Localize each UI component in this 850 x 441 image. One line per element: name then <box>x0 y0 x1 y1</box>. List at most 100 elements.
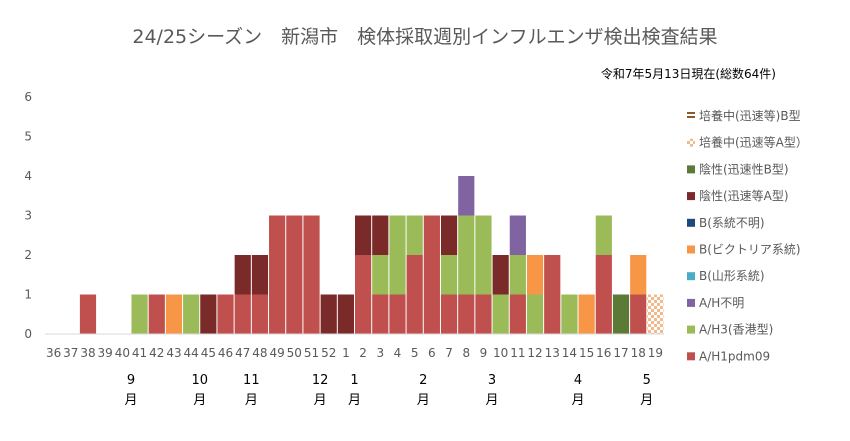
bar-segment-s0-w8 <box>458 294 475 334</box>
legend-label: A/H1pdm09 <box>699 349 770 363</box>
bar-segment-s6-w3 <box>372 215 389 255</box>
x-tick-label: 41 <box>132 346 147 360</box>
x-tick-label: 17 <box>613 346 628 360</box>
bar-segment-s6-w47 <box>234 255 251 295</box>
y-tick-label: 5 <box>24 130 32 144</box>
bar-segment-s0-w51 <box>303 215 320 334</box>
legend-label: A/H不明 <box>699 296 744 310</box>
legend-swatch <box>687 298 695 307</box>
bar-segment-s0-w42 <box>148 294 165 334</box>
bar-segment-s1-w7 <box>440 255 458 295</box>
x-tick-label: 39 <box>98 346 113 360</box>
bar-segment-s4-w12 <box>526 255 544 295</box>
bar-segment-s0-w11 <box>509 294 526 334</box>
month-number: 1 <box>350 373 358 388</box>
legend-label: 培養中(迅速等A型） <box>699 135 808 150</box>
month-unit: 月 <box>640 393 653 408</box>
month-number: 5 <box>643 373 651 388</box>
x-tick-label: 2 <box>359 346 367 360</box>
month-labels: 9 月 10 月 11 月 12 月 1 月 2 月 3 月 4 月 5 月 <box>124 373 653 408</box>
x-tick-label: 51 <box>304 346 319 360</box>
x-tick-label: 45 <box>201 346 216 360</box>
x-tick-label: 15 <box>579 346 594 360</box>
bar-segment-s1-w44 <box>183 294 200 334</box>
x-tick-label: 6 <box>428 346 436 360</box>
x-tick-label: 43 <box>166 346 181 360</box>
bar-segment-s1-w16 <box>595 215 612 255</box>
chart-title: 24/25シーズン 新潟市 検体採取週別インフルエンザ検出検査結果 <box>132 26 717 48</box>
bar-segment-s6-w10 <box>492 255 509 295</box>
bar-segment-s1-w9 <box>475 215 492 295</box>
month-unit: 月 <box>486 393 499 408</box>
month-unit: 月 <box>245 393 258 408</box>
x-tick-label: 9 <box>480 346 488 360</box>
x-tick-label: 49 <box>269 346 284 360</box>
bar-segment-s0-w47 <box>234 294 251 334</box>
x-tick-label: 52 <box>321 346 336 360</box>
month-unit: 月 <box>193 393 206 408</box>
bar-segment-s0-w18 <box>630 294 647 334</box>
bar-segment-s7-w17 <box>612 294 630 334</box>
x-tick-label: 50 <box>287 346 302 360</box>
bar-segment-s1-w3 <box>372 255 389 295</box>
x-tick-label: 5 <box>411 346 419 360</box>
y-tick-label: 3 <box>24 209 32 223</box>
legend-label: A/H3(香港型) <box>699 323 773 337</box>
x-tick-label: 47 <box>235 346 250 360</box>
x-tick-label: 7 <box>445 346 453 360</box>
month-number: 10 <box>191 373 208 388</box>
month-unit: 月 <box>124 393 137 408</box>
x-tick-label: 37 <box>63 346 78 360</box>
legend-label: 陰性(迅速性B型) <box>699 162 789 176</box>
bar-segment-s8-w19 <box>647 294 664 334</box>
legend-swatch <box>687 192 695 201</box>
bar-segment-s6-w1 <box>337 294 354 334</box>
bar-segment-s1-w4 <box>389 215 406 295</box>
x-tick-label: 11 <box>510 346 525 360</box>
legend-label: B(山形系統) <box>699 269 765 283</box>
bar-segment-s6-w52 <box>320 294 337 334</box>
bar-segment-s0-w16 <box>595 255 612 334</box>
month-unit: 月 <box>314 393 327 408</box>
bar-segment-s6-w45 <box>200 294 217 334</box>
legend-swatch <box>687 138 695 147</box>
bar-segment-s1-w8 <box>458 215 475 295</box>
y-tick-label: 0 <box>24 327 32 341</box>
x-tick-label: 10 <box>493 346 508 360</box>
bar-segment-s4-w43 <box>165 294 183 334</box>
legend-swatch <box>687 352 695 361</box>
bar-segment-s0-w4 <box>389 294 406 334</box>
bar-segment-s0-w7 <box>440 294 458 334</box>
legend-label: B(系統不明) <box>699 216 765 230</box>
bar-segment-s0-w9 <box>475 294 492 334</box>
x-tick-label: 46 <box>218 346 233 360</box>
bar-segment-s1-w41 <box>131 294 148 334</box>
bar-segment-s0-w48 <box>251 294 269 334</box>
x-tick-label: 13 <box>545 346 560 360</box>
bar-segment-s1-w5 <box>406 215 423 255</box>
bar-segment-s2-w11 <box>509 215 526 255</box>
month-number: 11 <box>243 373 260 388</box>
month-number: 4 <box>574 373 582 388</box>
x-tick-label: 16 <box>596 346 611 360</box>
legend-swatch <box>687 325 695 334</box>
bar-segment-s1-w14 <box>561 294 578 334</box>
x-tick-label: 40 <box>115 346 130 360</box>
bar-segment-s6-w2 <box>355 215 372 255</box>
month-number: 2 <box>419 373 427 388</box>
x-axis: 36 37 38 39 40 41 42 43 44 45 46 47 48 49 50 51 52 1 2 3 4 5 6… <box>46 346 663 360</box>
bar-segment-s0-w3 <box>372 294 389 334</box>
bar-segment-s2-w8 <box>458 176 475 216</box>
month-number: 12 <box>312 373 329 388</box>
x-tick-label: 4 <box>394 346 402 360</box>
y-tick-label: 6 <box>24 90 32 104</box>
month-number: 9 <box>127 373 135 388</box>
y-tick-label: 1 <box>24 288 32 302</box>
bar-segment-s1-w11 <box>509 255 526 295</box>
legend-swatch <box>687 165 695 174</box>
bar-segment-s0-w46 <box>217 294 234 334</box>
month-unit: 月 <box>572 393 585 408</box>
